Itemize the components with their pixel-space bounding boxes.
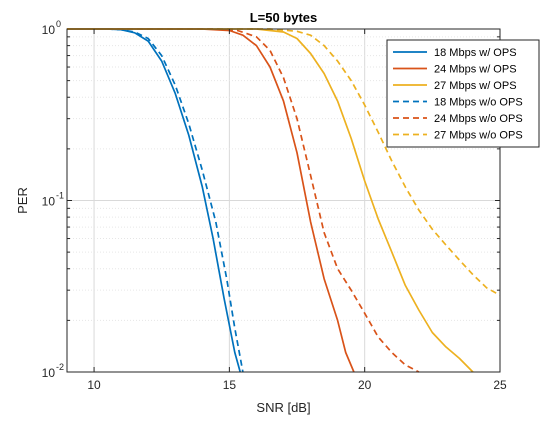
y-tick-exponent: -1 <box>56 191 64 201</box>
legend-label: 18 Mbps w/o OPS <box>434 97 523 109</box>
y-tick-label: 10 <box>42 23 56 37</box>
x-tick-label: 20 <box>358 378 372 392</box>
legend-label: 24 Mbps w/ OPS <box>434 64 517 76</box>
y-tick-label: 10 <box>42 195 56 209</box>
x-axis-label: SNR [dB] <box>256 400 310 415</box>
legend-box <box>386 39 540 148</box>
x-tick-label: 15 <box>223 378 237 392</box>
legend-label: 27 Mbps w/ OPS <box>434 80 517 92</box>
series-line <box>67 28 474 373</box>
y-tick-exponent: -2 <box>56 362 64 372</box>
series-line <box>67 28 501 297</box>
y-axis-label: PER <box>15 187 30 214</box>
legend-label: 24 Mbps w/o OPS <box>434 113 523 125</box>
legend: 18 Mbps w/ OPS 24 Mbps w/ OPS 27 Mbps w/ O… <box>386 39 540 148</box>
legend-label: 27 Mbps w/o OPS <box>434 130 523 142</box>
chart-title: L=50 bytes <box>250 10 318 25</box>
series-line <box>67 28 420 373</box>
y-tick-exponent: 0 <box>56 19 61 29</box>
x-tick-label: 10 <box>87 378 101 392</box>
legend-label: 18 Mbps w/ OPS <box>434 47 517 59</box>
x-tick-label: 25 <box>493 378 507 392</box>
y-tick-label: 10 <box>42 366 56 380</box>
